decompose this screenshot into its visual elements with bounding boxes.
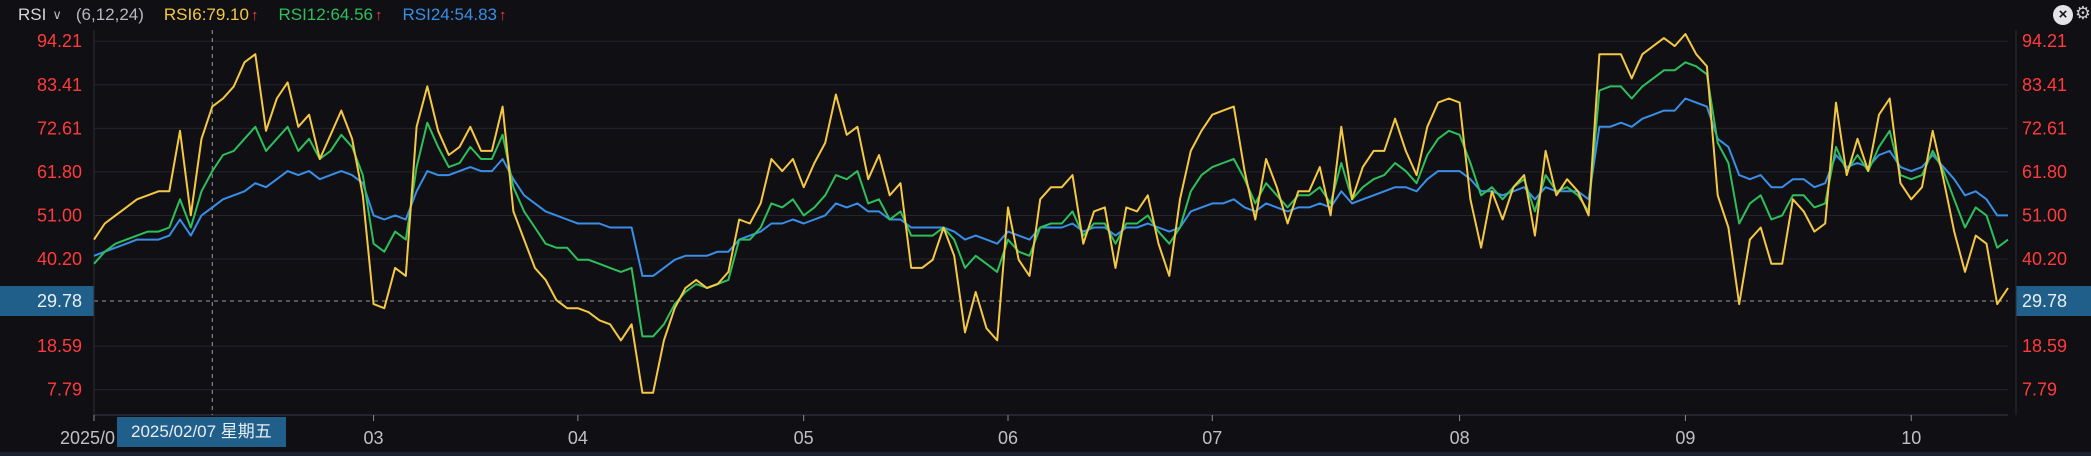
series-line-rsi12 xyxy=(93,61,2009,338)
y-tick-label-right: 40.20 xyxy=(2022,249,2067,269)
legend-rsi12-label: RSI12:64.56 xyxy=(278,5,373,24)
y-tick-label-left: 18.59 xyxy=(37,336,82,356)
x-tick-label: 07 xyxy=(1202,428,1222,448)
gear-icon[interactable]: ⚙ xyxy=(2074,3,2091,23)
crosshair-date-label: 2025/02/07 星期五 xyxy=(117,417,286,447)
y-tick-label-left: 51.00 xyxy=(37,205,82,225)
up-arrow-icon: ↑ xyxy=(250,6,259,24)
scrollbar-track[interactable] xyxy=(0,452,2091,456)
y-tick-label-right: 61.80 xyxy=(2022,162,2067,182)
close-icon[interactable]: × xyxy=(2053,5,2073,25)
y-tick-label-left: 61.80 xyxy=(37,162,82,182)
y-tick-label-left: 72.61 xyxy=(37,118,82,138)
y-tick-label-right: 7.79 xyxy=(2022,380,2057,400)
y-tick-label-right: 94.21 xyxy=(2022,31,2067,51)
y-tick-label-right: 29.78 xyxy=(2022,291,2067,311)
x-tick-label: 2025/0 xyxy=(60,428,115,448)
chevron-down-icon[interactable]: ∨ xyxy=(52,7,62,22)
y-tick-label-left: 83.41 xyxy=(37,75,82,95)
y-tick-label-left: 40.20 xyxy=(37,249,82,269)
y-tick-label-right: 83.41 xyxy=(2022,75,2067,95)
current-value-box-left xyxy=(0,285,94,316)
x-tick-label: 08 xyxy=(1450,428,1470,448)
y-tick-label-right: 72.61 xyxy=(2022,118,2067,138)
indicator-params: (6,12,24) xyxy=(75,5,144,24)
legend-rsi24-label: RSI24:54.83 xyxy=(402,5,497,24)
legend-rsi24: RSI24:54.83 ↑ xyxy=(402,5,506,25)
current-value-box-right xyxy=(2016,285,2091,316)
y-tick-label-left: 29.78 xyxy=(37,291,82,311)
legend-rsi6-label: RSI6:79.10 xyxy=(163,5,249,24)
x-tick-label: 04 xyxy=(568,428,588,448)
indicator-selector[interactable]: RSI xyxy=(18,5,47,24)
legend-rsi6: RSI6:79.10 ↑ xyxy=(164,5,259,25)
x-tick-label: 10 xyxy=(1901,428,1921,448)
y-tick-label-left: 94.21 xyxy=(37,31,82,51)
y-tick-label-right: 51.00 xyxy=(2022,205,2067,225)
legend-rsi12: RSI12:64.56 ↑ xyxy=(278,5,382,25)
series-line-rsi24 xyxy=(93,97,2008,277)
y-tick-label-right: 18.59 xyxy=(2022,336,2067,356)
x-tick-label: 09 xyxy=(1675,428,1695,448)
indicator-header: RSI ∨ (6,12,24) RSI6:79.10 ↑ RSI12:64.56 ↑… xyxy=(0,0,2091,30)
up-arrow-icon: ↑ xyxy=(499,6,507,24)
x-tick-label: 03 xyxy=(364,428,384,448)
y-tick-label-left: 7.79 xyxy=(47,380,82,400)
up-arrow-icon: ↑ xyxy=(374,6,383,24)
series-line-rsi6 xyxy=(93,33,2009,394)
x-tick-label: 06 xyxy=(998,428,1018,448)
x-tick-label: 05 xyxy=(794,428,814,448)
